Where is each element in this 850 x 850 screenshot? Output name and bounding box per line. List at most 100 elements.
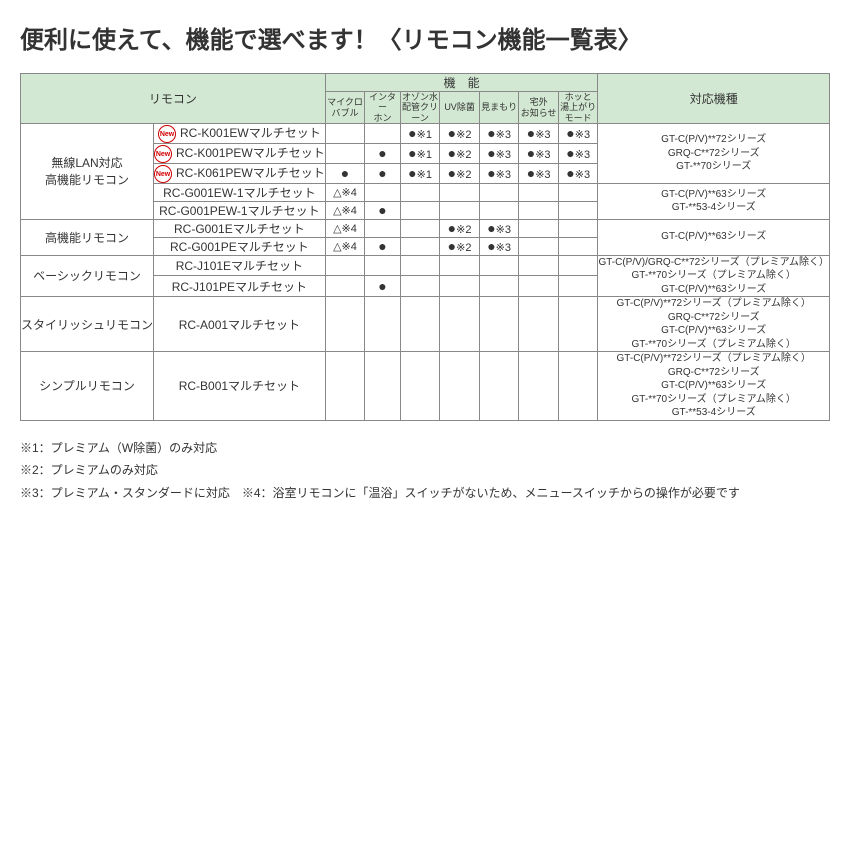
feature-cell	[365, 255, 401, 276]
feature-cell: ●※1	[400, 124, 440, 144]
feature-cell: ●※3	[519, 163, 559, 183]
page-title: 便利に使えて、機能で選べます！〈リモコン機能一覧表〉	[20, 20, 830, 55]
feature-cell	[400, 219, 440, 237]
product-name: RC-G001Eマルチセット	[154, 219, 326, 237]
model-list: GT-C(P/V)**63シリーズGT-**53-4シリーズ	[598, 183, 830, 219]
group-label: 無線LAN対応高機能リモコン	[21, 124, 154, 219]
group-label: スタイリッシュリモコン	[21, 297, 154, 352]
footnote: ※2：プレミアムのみ対応	[20, 459, 830, 482]
product-name: RC-A001マルチセット	[154, 297, 326, 352]
feature-cell	[519, 237, 559, 255]
feature-cell: ●※2	[440, 143, 480, 163]
feature-cell: △※4	[325, 219, 365, 237]
col-features: 機 能	[325, 74, 598, 92]
feature-cell	[558, 352, 598, 421]
feature-cell	[365, 183, 401, 201]
feature-cell	[558, 276, 598, 297]
feature-cell: ●	[365, 143, 401, 163]
feature-cell: ●※3	[558, 124, 598, 144]
feature-cell	[400, 183, 440, 201]
feature-cell	[440, 201, 480, 219]
feature-cell	[558, 183, 598, 201]
feature-cell	[519, 219, 559, 237]
feature-cell: ●※3	[479, 219, 519, 237]
feature-cell	[325, 255, 365, 276]
feature-cell: △※4	[325, 183, 365, 201]
feature-cell	[325, 143, 365, 163]
col-feat-6: ホッと湯上がりモード	[558, 92, 598, 124]
product-name: RC-G001PEマルチセット	[154, 237, 326, 255]
product-name: NewRC-K001PEWマルチセット	[154, 143, 326, 163]
feature-cell	[519, 183, 559, 201]
product-name: RC-G001EW-1マルチセット	[154, 183, 326, 201]
new-badge: New	[158, 125, 176, 143]
feature-cell	[365, 297, 401, 352]
feature-cell: ●※1	[400, 143, 440, 163]
col-remote: リモコン	[21, 74, 326, 124]
feature-cell	[440, 276, 480, 297]
col-feat-3: UV除菌	[440, 92, 480, 124]
feature-cell	[479, 276, 519, 297]
product-name: NewRC-K061PEWマルチセット	[154, 163, 326, 183]
feature-cell: ●※3	[558, 163, 598, 183]
feature-cell: ●※2	[440, 237, 480, 255]
product-name: RC-J101Eマルチセット	[154, 255, 326, 276]
feature-cell	[400, 352, 440, 421]
footnote: ※1：プレミアム（W除菌）のみ対応	[20, 437, 830, 460]
feature-cell	[440, 183, 480, 201]
product-name: RC-J101PEマルチセット	[154, 276, 326, 297]
feature-cell	[479, 255, 519, 276]
footnote: ※3：プレミアム・スタンダードに対応 ※4：浴室リモコンに「温浴」スイッチがない…	[20, 482, 830, 505]
new-badge: New	[154, 165, 172, 183]
feature-cell	[558, 297, 598, 352]
feature-cell	[365, 219, 401, 237]
group-label: 高機能リモコン	[21, 219, 154, 255]
footnotes: ※1：プレミアム（W除菌）のみ対応※2：プレミアムのみ対応※3：プレミアム・スタ…	[20, 437, 830, 505]
feature-cell: ●※3	[479, 143, 519, 163]
group-label: シンプルリモコン	[21, 352, 154, 421]
feature-cell: ●※3	[519, 143, 559, 163]
feature-cell	[325, 124, 365, 144]
col-feat-5: 宅外お知らせ	[519, 92, 559, 124]
feature-cell: ●	[365, 237, 401, 255]
feature-cell: ●※2	[440, 163, 480, 183]
feature-cell	[519, 255, 559, 276]
product-name: RC-B001マルチセット	[154, 352, 326, 421]
col-feat-0: マイクロバブル	[325, 92, 365, 124]
feature-cell	[325, 276, 365, 297]
col-feat-1: インターホン	[365, 92, 401, 124]
feature-cell	[479, 183, 519, 201]
feature-cell: △※4	[325, 237, 365, 255]
feature-cell	[519, 297, 559, 352]
group-label: ベーシックリモコン	[21, 255, 154, 297]
col-feat-4: 見まもり	[479, 92, 519, 124]
product-name: NewRC-K001EWマルチセット	[154, 124, 326, 144]
feature-cell: ●	[365, 163, 401, 183]
feature-cell	[479, 201, 519, 219]
feature-cell	[440, 352, 480, 421]
model-list: GT-C(P/V)**63シリーズ	[598, 219, 830, 255]
feature-cell	[325, 297, 365, 352]
feature-cell: ●※3	[479, 237, 519, 255]
feature-cell: ●※3	[558, 143, 598, 163]
feature-cell	[558, 237, 598, 255]
feature-cell: ●※2	[440, 124, 480, 144]
feature-cell: ●※2	[440, 219, 480, 237]
feature-cell	[519, 352, 559, 421]
feature-cell	[400, 201, 440, 219]
feature-cell: ●※3	[519, 124, 559, 144]
feature-cell	[479, 352, 519, 421]
model-list: GT-C(P/V)**72シリーズGRQ-C**72シリーズGT-**70シリー…	[598, 124, 830, 183]
feature-cell: ●	[365, 276, 401, 297]
col-models: 対応機種	[598, 74, 830, 124]
feature-cell: ●※3	[479, 163, 519, 183]
feature-cell: ●	[365, 201, 401, 219]
model-list: GT-C(P/V)**72シリーズ（プレミアム除く）GRQ-C**72シリーズG…	[598, 297, 830, 352]
model-list: GT-C(P/V)**72シリーズ（プレミアム除く）GRQ-C**72シリーズG…	[598, 352, 830, 421]
feature-cell	[440, 255, 480, 276]
feature-cell	[519, 201, 559, 219]
feature-cell: △※4	[325, 201, 365, 219]
feature-cell	[365, 124, 401, 144]
feature-cell	[558, 255, 598, 276]
feature-cell	[519, 276, 559, 297]
